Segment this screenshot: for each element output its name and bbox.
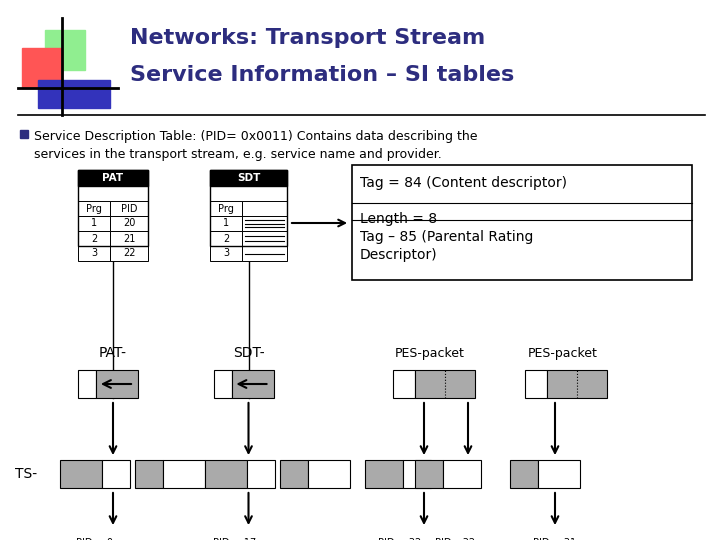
Bar xyxy=(415,460,443,488)
Bar xyxy=(60,460,102,488)
Bar xyxy=(205,460,247,488)
Text: 2: 2 xyxy=(91,233,97,244)
Bar xyxy=(22,48,62,88)
Text: Networks: Transport Stream: Networks: Transport Stream xyxy=(130,28,485,48)
Text: 1: 1 xyxy=(223,219,229,228)
Bar xyxy=(525,370,547,398)
Bar xyxy=(78,231,110,246)
Text: Tag = 84 (Content descriptor): Tag = 84 (Content descriptor) xyxy=(360,176,567,190)
Bar xyxy=(38,80,110,108)
Bar xyxy=(538,460,580,488)
Bar xyxy=(110,201,148,216)
Bar xyxy=(547,370,607,398)
Text: PAT: PAT xyxy=(102,173,124,183)
Text: 3: 3 xyxy=(223,248,229,259)
Bar xyxy=(403,460,431,488)
Bar xyxy=(110,231,148,246)
Bar xyxy=(393,370,415,398)
Bar xyxy=(78,216,110,231)
Text: PES-packet: PES-packet xyxy=(395,347,465,360)
Text: SDT-: SDT- xyxy=(233,346,264,360)
Bar xyxy=(110,216,148,231)
Text: 3: 3 xyxy=(91,248,97,259)
Text: Descriptor): Descriptor) xyxy=(360,248,438,262)
Bar xyxy=(45,30,85,70)
Text: PES-packet: PES-packet xyxy=(528,347,598,360)
Bar xyxy=(214,370,232,398)
Bar xyxy=(20,130,28,138)
Text: Prg: Prg xyxy=(218,204,234,213)
Text: services in the transport stream, e.g. service name and provider.: services in the transport stream, e.g. s… xyxy=(34,148,442,161)
Text: 22: 22 xyxy=(122,248,135,259)
Text: TS-: TS- xyxy=(15,467,37,481)
Bar xyxy=(365,460,403,488)
Text: PID = 17: PID = 17 xyxy=(213,538,256,540)
Text: Tag – 85 (Parental Rating: Tag – 85 (Parental Rating xyxy=(360,230,534,244)
Bar xyxy=(232,370,274,398)
Bar xyxy=(280,460,308,488)
Bar xyxy=(242,201,287,216)
Text: Prg: Prg xyxy=(86,204,102,213)
Text: 2: 2 xyxy=(223,233,229,244)
Text: SDT: SDT xyxy=(237,173,260,183)
Bar xyxy=(163,460,205,488)
Bar xyxy=(352,165,692,280)
Bar xyxy=(135,460,163,488)
Bar xyxy=(308,460,350,488)
Bar xyxy=(78,246,110,261)
Text: Service Description Table: (PID= 0x0011) Contains data describing the: Service Description Table: (PID= 0x0011)… xyxy=(34,130,477,143)
Bar xyxy=(415,370,475,398)
Bar xyxy=(78,170,148,246)
Text: PID =32: PID =32 xyxy=(435,538,475,540)
Bar xyxy=(78,170,148,186)
Bar xyxy=(102,460,130,488)
Bar xyxy=(96,370,138,398)
Bar xyxy=(210,201,242,216)
Bar xyxy=(78,370,96,398)
Bar xyxy=(510,460,538,488)
Text: Length = 8: Length = 8 xyxy=(360,212,437,226)
Text: Service Information – SI tables: Service Information – SI tables xyxy=(130,65,514,85)
Text: 1: 1 xyxy=(91,219,97,228)
Bar xyxy=(210,246,242,261)
Bar xyxy=(242,231,287,246)
Bar xyxy=(210,170,287,246)
Bar xyxy=(210,170,287,186)
Text: PID: PID xyxy=(121,204,138,213)
Bar xyxy=(210,216,242,231)
Text: PID = 32: PID = 32 xyxy=(379,538,422,540)
Bar xyxy=(242,216,287,231)
Bar xyxy=(242,246,287,261)
Text: 20: 20 xyxy=(123,219,135,228)
Bar xyxy=(110,246,148,261)
Bar xyxy=(443,460,481,488)
Text: PAT-: PAT- xyxy=(99,346,127,360)
Text: PID = 0: PID = 0 xyxy=(76,538,114,540)
Text: 21: 21 xyxy=(123,233,135,244)
Bar xyxy=(78,201,110,216)
Bar xyxy=(247,460,275,488)
Bar xyxy=(210,231,242,246)
Text: PID = 31: PID = 31 xyxy=(534,538,577,540)
